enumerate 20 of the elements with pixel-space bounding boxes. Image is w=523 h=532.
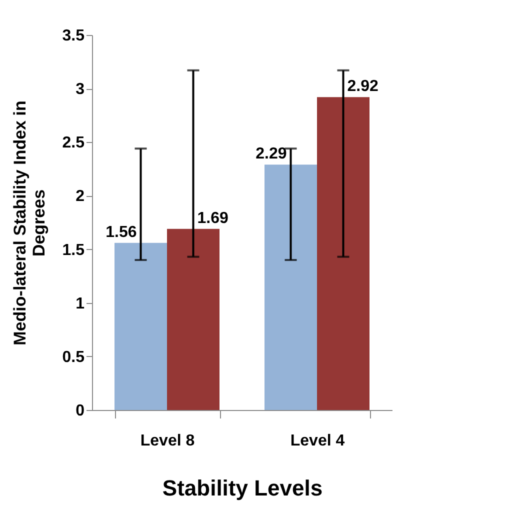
y-tick-label: 2 [76,188,85,206]
x-axis-title: Stability Levels [162,476,323,500]
data-label: 2.92 [347,78,378,96]
data-label: 1.69 [197,210,228,227]
y-tick-label: 1 [76,295,85,312]
y-tick-label: 3.5 [62,28,85,44]
bar [264,164,317,410]
y-tick-label: 0.5 [62,348,85,366]
y-axis-title: Medio-lateral Stability Index in Degrees [10,100,48,346]
data-label: 2.29 [256,146,287,163]
data-label: 1.56 [106,224,137,241]
y-tick-label: 0 [76,402,85,420]
y-tick-label: 2.5 [62,134,85,152]
x-tick-label: Level 8 [140,432,195,450]
bar [167,228,220,410]
bar [114,242,167,410]
x-tick-label: Level 4 [290,432,345,450]
y-tick-label: 3 [76,81,85,98]
bar [317,97,370,410]
y-tick-label: 1.5 [62,242,85,259]
